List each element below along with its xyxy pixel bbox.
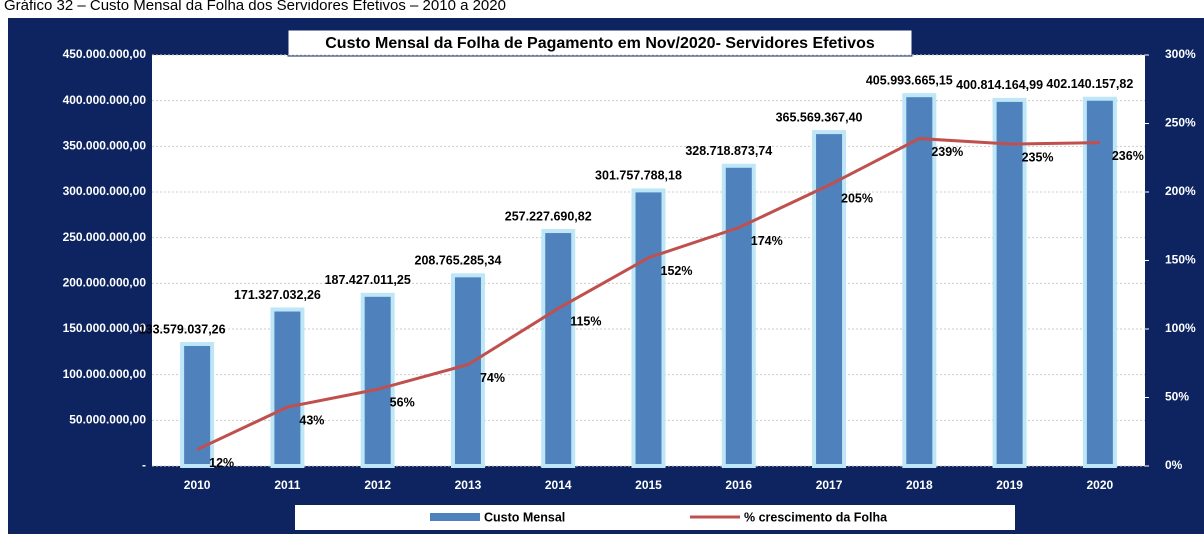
data-label: 236% — [1112, 149, 1144, 163]
y2-tick-label: 200% — [1165, 184, 1196, 198]
bar — [180, 341, 215, 468]
x-tick-label: 2019 — [996, 478, 1023, 492]
data-label: 74% — [480, 371, 505, 385]
y2-tick-label: 150% — [1165, 253, 1196, 267]
bar — [1082, 96, 1117, 469]
bar — [631, 188, 666, 468]
bar — [992, 97, 1027, 468]
x-tick-label: 2017 — [816, 478, 843, 492]
bar — [270, 307, 305, 468]
data-label: 133.579.037,26 — [139, 322, 226, 336]
bar — [541, 229, 576, 468]
data-label: 187.427.011,25 — [325, 273, 411, 287]
title-box — [287, 29, 913, 57]
data-label: 328.718.873,74 — [685, 144, 772, 158]
legend-swatch — [430, 513, 480, 521]
y2-tick-label: 250% — [1165, 116, 1196, 130]
data-label: 56% — [390, 396, 415, 410]
y-tick-label: - — [142, 458, 146, 472]
legend-label: % crescimento da Folha — [744, 510, 888, 524]
data-label: 115% — [570, 315, 601, 329]
legend-label: Custo Mensal — [484, 510, 565, 524]
y2-tick-label: 50% — [1165, 390, 1189, 404]
x-tick-label: 2016 — [725, 478, 752, 492]
data-label: 239% — [931, 145, 963, 159]
data-label: 43% — [299, 413, 324, 427]
y-tick-label: 100.000.000,00 — [63, 367, 147, 381]
data-label: 402.140.157,82 — [1046, 77, 1133, 91]
x-tick-label: 2013 — [455, 478, 482, 492]
y2-tick-label: 100% — [1165, 321, 1196, 335]
caption: Gráfico 32 – Custo Mensal da Folha dos S… — [4, 0, 506, 14]
legend-box — [295, 505, 1015, 530]
bar — [450, 273, 485, 468]
data-label: 152% — [661, 264, 693, 278]
data-label: 365.569.367,40 — [776, 110, 863, 124]
y-tick-label: 400.000.000,00 — [63, 93, 147, 107]
y-tick-label: 150.000.000,00 — [63, 321, 147, 335]
data-label: 208.765.285,34 — [415, 254, 502, 268]
bar — [360, 292, 395, 468]
y-tick-label: 200.000.000,00 — [63, 276, 147, 290]
bar — [812, 130, 847, 468]
x-tick-label: 2018 — [906, 478, 933, 492]
data-label: 301.757.788,18 — [595, 169, 682, 183]
y-tick-label: 250.000.000,00 — [63, 230, 147, 244]
bar — [902, 93, 937, 469]
x-tick-label: 2015 — [635, 478, 662, 492]
data-label: 174% — [751, 234, 783, 248]
x-tick-label: 2012 — [364, 478, 391, 492]
x-tick-label: 2020 — [1087, 478, 1114, 492]
x-tick-label: 2011 — [274, 478, 300, 492]
y-tick-label: 350.000.000,00 — [63, 139, 147, 153]
bar — [721, 163, 756, 469]
x-tick-label: 2014 — [545, 478, 572, 492]
y2-tick-label: 0% — [1165, 458, 1183, 472]
x-tick-label: 2010 — [184, 478, 211, 492]
y-tick-label: 300.000.000,00 — [63, 184, 147, 198]
chart-title: Custo Mensal da Folha de Pagamento em No… — [325, 35, 875, 52]
y2-tick-label: 300% — [1165, 47, 1196, 61]
y-tick-label: 450.000.000,00 — [63, 47, 147, 61]
data-label: 405.993.665,15 — [866, 73, 953, 87]
line — [196, 137, 1100, 451]
data-label: 400.814.164,99 — [956, 78, 1043, 92]
data-label: 171.327.032,26 — [234, 288, 321, 302]
data-label: 205% — [841, 191, 873, 205]
data-label: 235% — [1022, 150, 1054, 164]
y-tick-label: 50.000.000,00 — [69, 413, 146, 427]
data-label: 257.227.690,82 — [505, 209, 592, 223]
data-label: 12% — [209, 456, 234, 470]
